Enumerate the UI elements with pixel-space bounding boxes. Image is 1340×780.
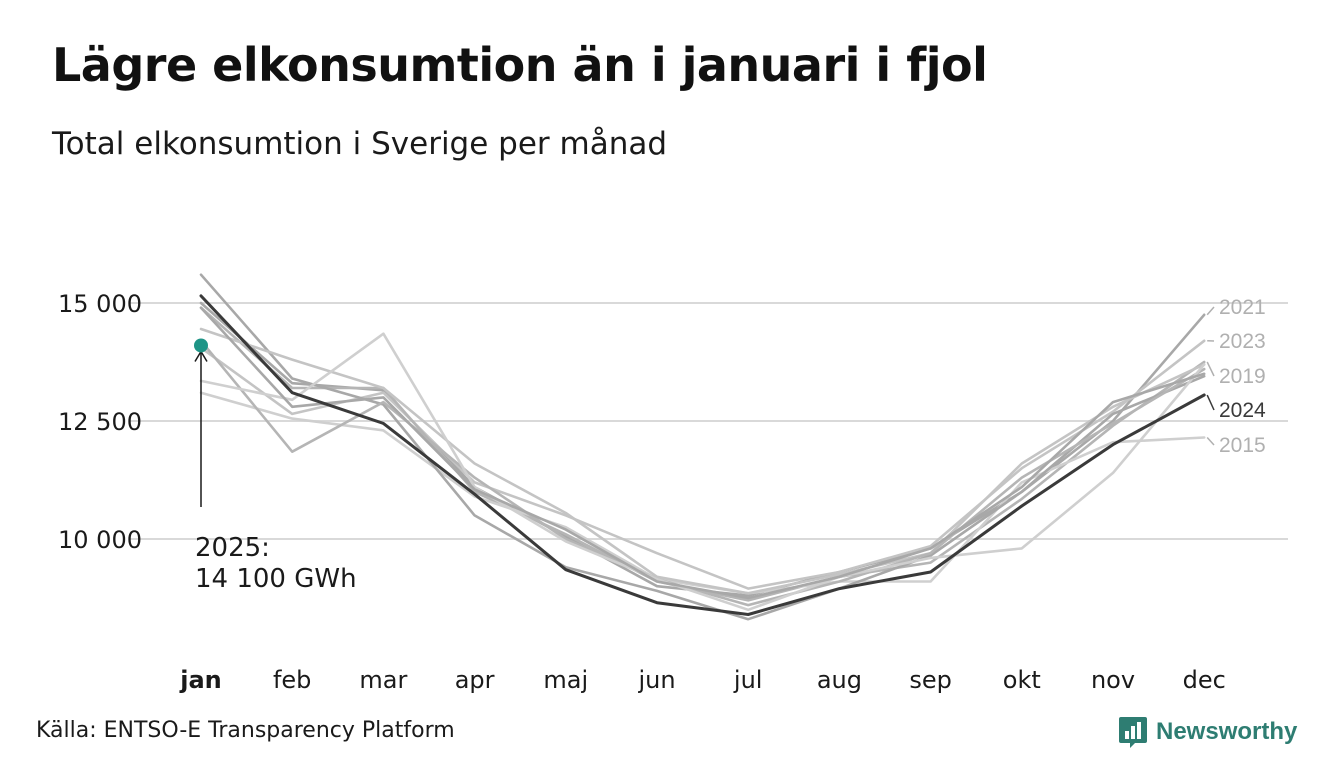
chart-subtitle: Total elkonsumtion i Sverige per månad: [52, 126, 668, 162]
current-value-marker: [194, 338, 208, 353]
x-tick-label: nov: [1091, 666, 1135, 694]
series-line: [199, 332, 1206, 612]
brand-name: Newsworthy: [1156, 718, 1298, 745]
x-tick-label: jul: [733, 666, 763, 694]
series-label-2019: 2019: [1219, 365, 1266, 388]
grid-lines: [130, 302, 1288, 540]
x-tick-label: mar: [359, 666, 407, 694]
label-leader: [1206, 394, 1215, 411]
series-line: [199, 306, 1206, 600]
x-tick-label: apr: [455, 666, 495, 694]
label-leader: [1206, 361, 1215, 377]
series-label-2023: 2023: [1219, 330, 1266, 353]
chart-title: Lägre elkonsumtion än i januari i fjol: [52, 38, 988, 92]
annotation-label-value: 14 100 GWh: [195, 564, 357, 594]
x-tick-label: feb: [273, 666, 311, 694]
muted-series: [199, 273, 1206, 621]
x-tick-label: maj: [543, 666, 588, 694]
current-value-annotation: 2025:14 100 GWh: [194, 338, 357, 594]
y-tick-label: 15 000: [58, 290, 142, 318]
label-leader: [1206, 437, 1215, 446]
series-line: [199, 327, 1206, 595]
x-axis-ticks: jan feb mar apr maj jun jul aug sep okt nov dec: [179, 666, 1226, 694]
series-label-2021: 2021: [1219, 296, 1266, 319]
newsworthy-logo-icon: [1119, 717, 1147, 748]
label-leader: [1206, 306, 1215, 316]
y-axis-ticks: 10 000 12 500 15 000: [58, 290, 142, 554]
x-tick-label: jan: [179, 666, 222, 694]
x-tick-label: sep: [909, 666, 952, 694]
y-tick-label: 10 000: [58, 526, 142, 554]
x-tick-label: dec: [1183, 666, 1226, 694]
series-line-2023: [199, 339, 1206, 590]
series-label-2024: 2024: [1219, 399, 1266, 422]
series-label-2015: 2015: [1219, 434, 1266, 457]
brand-logo[interactable]: Newsworthy: [1118, 714, 1297, 750]
series-line-2019: [199, 306, 1206, 602]
annotation-label-year: 2025:: [195, 533, 270, 563]
y-tick-label: 12 500: [58, 408, 142, 436]
series-labels: 2021 2023 2019 2024 2015: [1206, 296, 1266, 457]
x-tick-label: okt: [1003, 666, 1041, 694]
series-line-2024: [199, 294, 1206, 616]
series-line: [199, 339, 1206, 607]
source-note: Källa: ENTSO-E Transparency Platform: [36, 718, 455, 743]
x-tick-label: aug: [817, 666, 862, 694]
highlight-series: [199, 294, 1206, 616]
x-tick-label: jun: [637, 666, 675, 694]
